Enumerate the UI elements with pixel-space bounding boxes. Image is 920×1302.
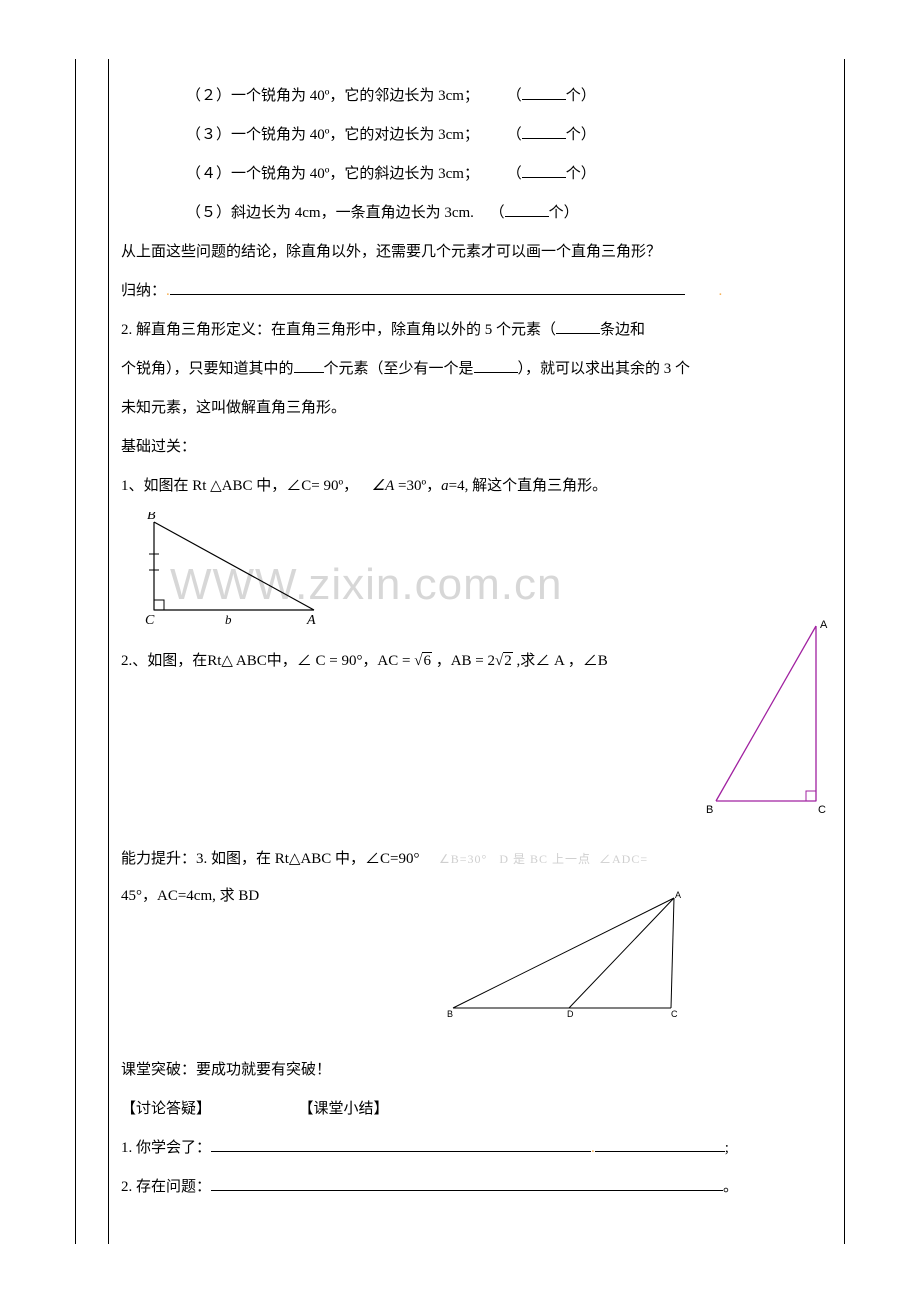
svg-text:C: C: [145, 613, 155, 624]
guina-label: 归纳：: [121, 283, 166, 299]
def2c: ），就可以求出其余的 3 个: [518, 361, 691, 377]
figure-2-wrap: A B C: [121, 676, 832, 841]
xiaojie: 【课堂小结】: [299, 1101, 389, 1117]
accent-dot: .: [591, 1140, 595, 1156]
svg-text:C: C: [818, 804, 826, 816]
triangle-3-svg: A B D C: [441, 888, 691, 1020]
svg-text:A: A: [306, 613, 316, 624]
question-5: （５）斜边长为 4cm，一条直角边长为 3cm. （个）: [121, 194, 832, 233]
p2c: ,求∠ A ，∠B: [513, 653, 608, 669]
svg-text:b: b: [225, 612, 232, 624]
accent-dot: .: [719, 283, 723, 299]
document-frame: （２）一个锐角为 40º，它的邻边长为 3cm； （个） （３）一个锐角为 40…: [75, 59, 845, 1244]
q4-unit: 个）: [566, 166, 596, 182]
q2-text: （２）一个锐角为 40º，它的邻边长为 3cm；: [186, 88, 479, 104]
q5-unit: 个）: [549, 205, 579, 221]
question-4: （４）一个锐角为 40º，它的斜边长为 3cm； （个）: [121, 155, 832, 194]
faded-text: ∠B=30° D 是 BC 上一点 ∠ADC=: [439, 852, 648, 866]
question-3: （３）一个锐角为 40º，它的对边长为 3cm； （个）: [121, 116, 832, 155]
xue: 1. 你学会了：: [121, 1140, 211, 1156]
q4-text: （４）一个锐角为 40º，它的斜边长为 3cm；: [186, 166, 479, 182]
taolun: 【讨论答疑】: [121, 1101, 211, 1117]
definition-line-3: 未知元素，这叫做解直角三角形。: [121, 389, 832, 428]
p1b: ∠A =30º，a=4, 解这个直角三角形。: [372, 478, 607, 494]
basics-heading: 基础过关：: [121, 428, 832, 467]
learned-line: 1. 你学会了：.;: [121, 1129, 832, 1168]
svg-text:B: B: [706, 804, 713, 816]
triangle-1-svg: B C A b: [129, 512, 324, 624]
discussion-line: 【讨论答疑】 【课堂小结】: [121, 1090, 832, 1129]
svg-text:A: A: [675, 890, 681, 900]
definition-line-2: 个锐角），只要知道其中的 个元素（至少有一个是 ），就可以求出其余的 3 个: [121, 350, 832, 389]
followup-question: 从上面这些问题的结论，除直角以外，还需要几个元素才可以画一个直角三角形？: [121, 233, 832, 272]
q3-unit: 个）: [566, 127, 596, 143]
svg-text:D: D: [567, 1009, 574, 1019]
svg-text:B: B: [447, 1009, 453, 1019]
def2b: 个元素（至少有一个是: [324, 361, 474, 377]
def1a: 2. 解直角三角形定义：在直角三角形中，除直角以外的 5 个元素（: [121, 322, 556, 338]
q2-unit: 个）: [566, 88, 596, 104]
left-margin-column: [76, 59, 109, 1244]
summary-line: 归纳：. .: [121, 272, 832, 311]
triangle-2-svg: A B C: [706, 616, 836, 816]
svg-text:C: C: [671, 1009, 678, 1019]
q3-text: （３）一个锐角为 40º，它的对边长为 3cm；: [186, 127, 479, 143]
def2a: 个锐角），只要知道其中的: [121, 361, 294, 377]
problem-3-line1: 能力提升：3. 如图，在 Rt△ABC 中，∠C=90° ∠B=30° D 是 …: [121, 841, 832, 877]
definition-line-1: 2. 解直角三角形定义：在直角三角形中，除直角以外的 5 个元素（ 条边和: [121, 311, 832, 350]
p2b: ，AB = 2: [432, 653, 495, 669]
nla: 能力提升：3. 如图，在 Rt△ABC 中，∠C=90°: [121, 851, 420, 867]
svg-text:B: B: [147, 512, 156, 523]
issues-line: 2. 存在问题：。: [121, 1168, 832, 1207]
cunzai: 2. 存在问题：: [121, 1179, 211, 1195]
def1b: 条边和: [600, 322, 645, 338]
breakthrough-heading: 课堂突破：要成功就要有突破！: [121, 1051, 832, 1090]
accent-dot: .: [166, 283, 170, 299]
svg-text:A: A: [820, 619, 828, 631]
p1a: 1、如图在 Rt △ABC 中，∠C= 90º，: [121, 478, 358, 494]
problem-1: 1、如图在 Rt △ABC 中，∠C= 90º， ∠A =30º，a=4, 解这…: [121, 467, 832, 506]
p2a: 2.、如图，在Rt△ ABC中，∠ C = 90°，AC =: [121, 653, 414, 669]
question-2: （２）一个锐角为 40º，它的邻边长为 3cm； （个）: [121, 77, 832, 116]
figure-3-wrap: A B D C: [121, 916, 832, 1051]
content-area: （２）一个锐角为 40º，它的邻边长为 3cm； （个） （３）一个锐角为 40…: [109, 59, 844, 1217]
q5-text: （５）斜边长为 4cm，一条直角边长为 3cm.: [186, 205, 474, 221]
